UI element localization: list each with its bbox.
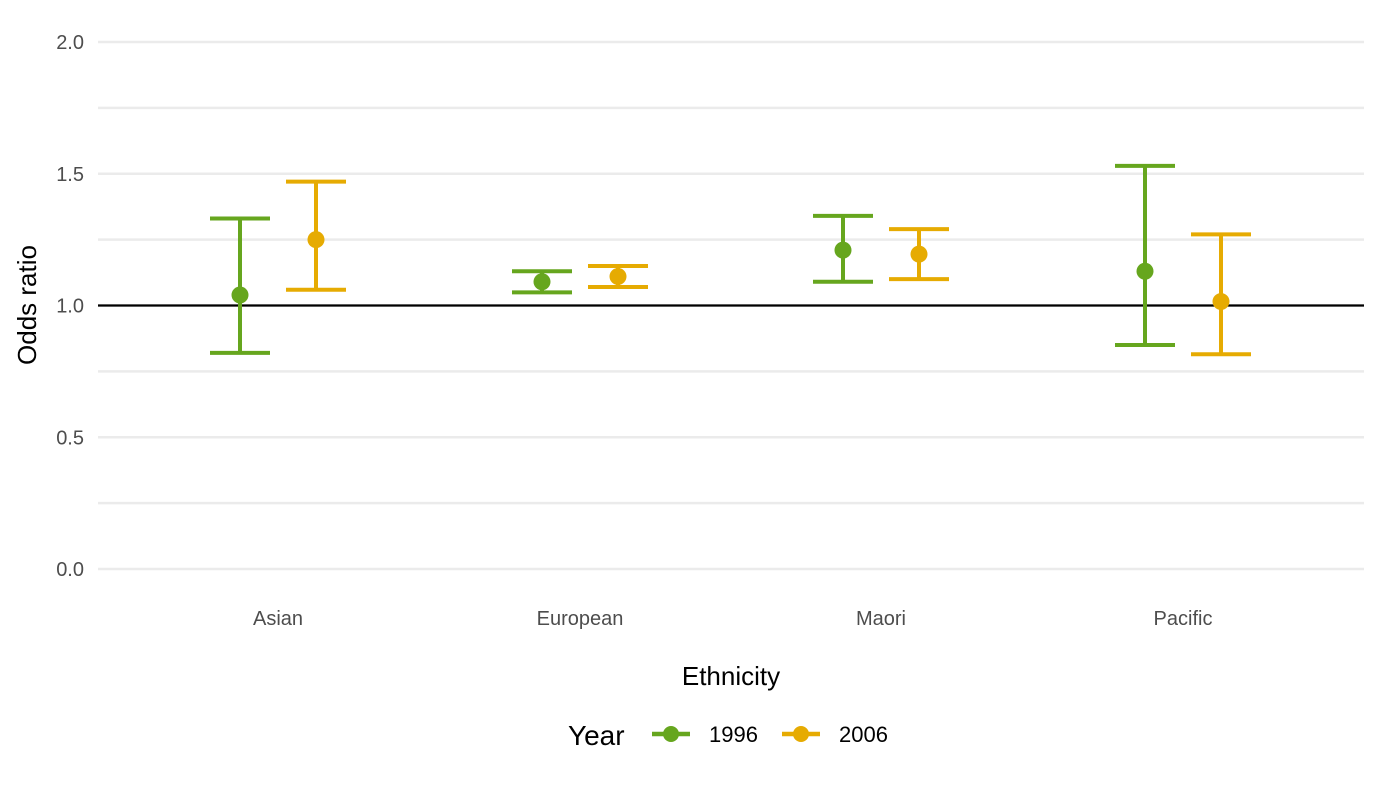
error-bars bbox=[210, 163, 1251, 357]
data-point bbox=[307, 231, 325, 249]
x-tick-label: European bbox=[537, 608, 624, 630]
data-point bbox=[231, 286, 249, 304]
y-axis-title: Odds ratio bbox=[12, 245, 42, 365]
error-bar-2006-maori bbox=[889, 227, 949, 282]
error-bar-2006-european bbox=[588, 263, 648, 290]
y-tick-label: 0.5 bbox=[56, 427, 84, 449]
error-bar-2006-pacific bbox=[1191, 232, 1251, 357]
y-tick-label: 1.0 bbox=[56, 296, 84, 318]
legend-item-2006: 2006 bbox=[782, 722, 888, 747]
error-bar-1996-european bbox=[512, 269, 572, 295]
data-point bbox=[834, 241, 852, 259]
data-point bbox=[609, 268, 627, 286]
data-point bbox=[1212, 293, 1230, 311]
legend-item-1996: 1996 bbox=[652, 722, 758, 747]
x-tick-label: Asian bbox=[253, 608, 303, 630]
legend-title: Year bbox=[568, 720, 625, 751]
y-tick-label: 0.0 bbox=[56, 559, 84, 581]
legend-label: 1996 bbox=[709, 722, 758, 747]
error-bar-2006-asian bbox=[286, 179, 346, 292]
data-point bbox=[533, 273, 551, 291]
legend-key-point bbox=[663, 726, 679, 742]
y-tick-label: 2.0 bbox=[56, 32, 84, 54]
x-axis-ticks: Asian European Maori Pacific bbox=[253, 608, 1212, 630]
y-axis-ticks: 0.0 0.5 1.0 1.5 2.0 bbox=[56, 32, 84, 581]
legend-label: 2006 bbox=[839, 722, 888, 747]
x-tick-label: Maori bbox=[856, 608, 906, 630]
error-bar-1996-maori bbox=[813, 213, 873, 284]
legend: Year 1996 2006 bbox=[568, 720, 888, 751]
data-point bbox=[1136, 262, 1154, 280]
legend-key-point bbox=[793, 726, 809, 742]
data-point bbox=[910, 245, 928, 263]
x-axis-title: Ethnicity bbox=[682, 661, 780, 691]
y-tick-label: 1.5 bbox=[56, 164, 84, 186]
error-bar-1996-pacific bbox=[1115, 163, 1175, 348]
x-tick-label: Pacific bbox=[1154, 608, 1213, 630]
error-bar-1996-asian bbox=[210, 216, 270, 355]
